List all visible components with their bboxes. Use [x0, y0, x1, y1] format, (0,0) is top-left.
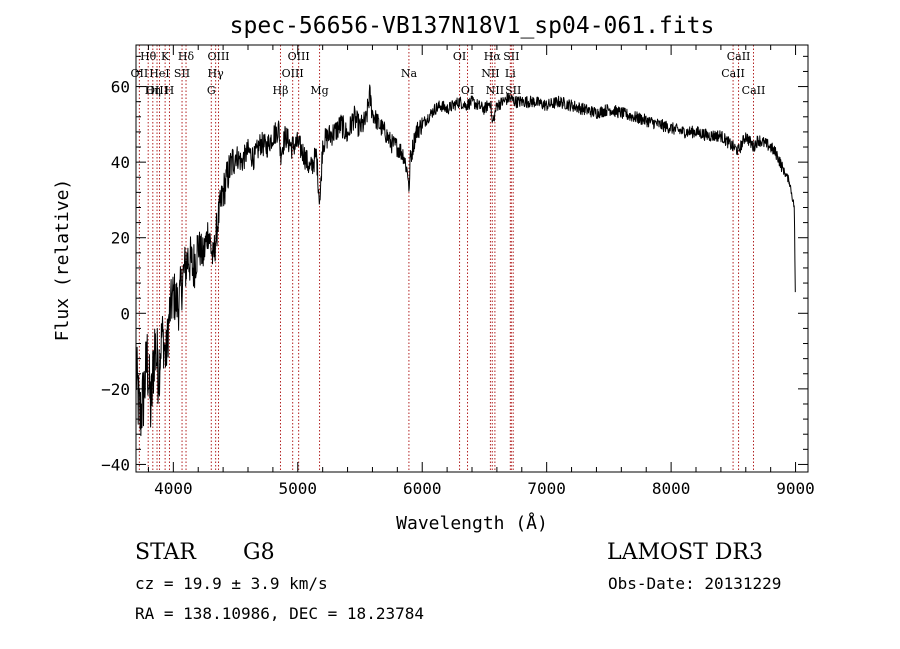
x-tick-label-7000: 7000: [527, 479, 566, 498]
line-label-16: Na: [401, 67, 418, 80]
line-label-27: CaII: [742, 84, 766, 97]
line-label-23: NII: [486, 84, 504, 97]
line-label-3: OIII: [146, 84, 168, 97]
line-label-22: Li: [505, 67, 516, 80]
line-label-10: Hγ: [208, 67, 225, 80]
line-label-14: Hβ: [273, 84, 289, 97]
line-label-1: OII: [131, 67, 149, 80]
observation-date: Obs-Date: 20131229: [608, 574, 782, 593]
x-axis-label: Wavelength (Å): [396, 512, 548, 534]
line-label-12: OIII: [288, 50, 310, 63]
y-axis-label: Flux (relative): [52, 179, 73, 342]
x-tick-label-9000: 9000: [776, 479, 815, 498]
y-tick-label-0: 0: [120, 304, 130, 323]
line-label-5: HeI: [149, 67, 169, 80]
spectrum-line: [135, 84, 796, 437]
line-label-25: CaII: [727, 50, 751, 63]
line-label-7: Hδ: [178, 50, 195, 63]
line-label-18: OI: [461, 84, 474, 97]
x-tick-label-6000: 6000: [403, 479, 442, 498]
y-tick-label-40: 40: [111, 153, 130, 172]
axis-ticks: [136, 45, 808, 472]
line-label-6: H: [165, 84, 175, 97]
chart-title: spec-56656-VB137N18V1_sp04-061.fits: [230, 13, 715, 39]
y-tick-labels: −40 −20 0 20 40 60: [101, 78, 130, 475]
x-tick-label-4000: 4000: [154, 479, 193, 498]
line-label-19: Hα: [484, 50, 502, 63]
line-label-15: Mg: [310, 84, 328, 97]
x-tick-labels: 4000 5000 6000 7000 8000 9000: [154, 479, 815, 498]
line-label-26: CaII: [721, 67, 745, 80]
object-class: STAR: [135, 540, 196, 565]
y-tick-label--20: −20: [101, 380, 130, 399]
redshift-velocity: cz = 19.9 ± 3.9 km/s: [135, 574, 328, 593]
line-label-24: SII: [505, 84, 521, 97]
line-label-8: SII: [174, 67, 190, 80]
line-label-4: K: [161, 50, 170, 63]
line-label-21: NII: [481, 67, 499, 80]
line-label-9: OIII: [207, 50, 229, 63]
survey-name: LAMOST DR3: [607, 540, 763, 565]
y-tick-label--40: −40: [101, 455, 130, 474]
line-label-2: Hη: [145, 84, 161, 97]
coordinates: RA = 138.10986, DEC = 18.23784: [135, 604, 424, 623]
spectrum-series: [135, 84, 796, 437]
x-tick-label-8000: 8000: [652, 479, 691, 498]
y-tick-label-20: 20: [111, 229, 130, 248]
y-tick-label-60: 60: [111, 78, 130, 97]
line-label-11: G: [207, 84, 216, 97]
line-label-17: OI: [453, 50, 466, 63]
x-tick-label-5000: 5000: [279, 479, 318, 498]
object-subclass: G8: [243, 540, 275, 565]
line-label-20: SII: [503, 50, 519, 63]
line-label-13: OIII: [282, 67, 304, 80]
plot-frame: [135, 44, 809, 473]
line-label-0: Hθ: [140, 50, 157, 63]
